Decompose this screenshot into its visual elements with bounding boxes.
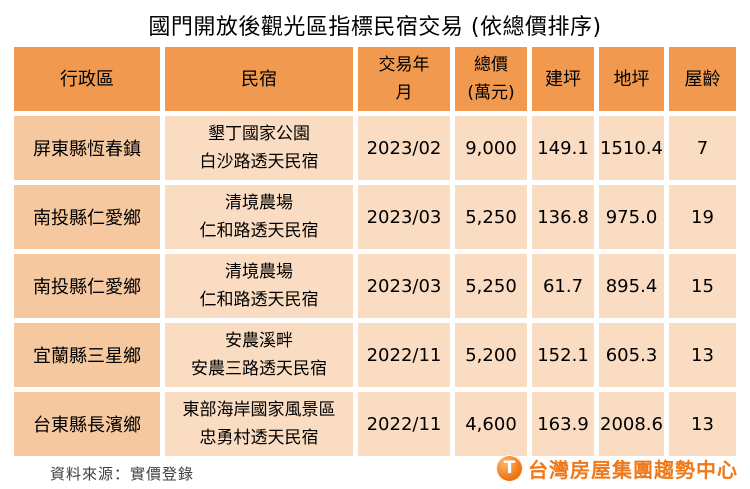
cell-date: 2022/11 bbox=[358, 323, 450, 387]
data-source-note: 資料來源：實價登錄 bbox=[50, 465, 195, 483]
cell-district: 台東縣長濱鄉 bbox=[14, 392, 160, 456]
cell-land-area: 975.0 bbox=[599, 185, 664, 249]
header-date: 交易年 月 bbox=[358, 47, 450, 111]
cell-building-area: 149.1 bbox=[532, 116, 594, 180]
cell-age: 19 bbox=[669, 185, 736, 249]
taiwan-housing-logo-icon: T bbox=[496, 454, 523, 482]
cell-district: 南投縣仁愛鄉 bbox=[14, 254, 160, 318]
cell-price: 9,000 bbox=[455, 116, 527, 180]
cell-price: 5,200 bbox=[455, 323, 527, 387]
cell-bnb-line1: 東部海岸國家風景區 bbox=[182, 400, 336, 420]
cell-building-area: 136.8 bbox=[532, 185, 594, 249]
cell-land-area: 605.3 bbox=[599, 323, 664, 387]
cell-bnb: 墾丁國家公園 白沙路透天民宿 bbox=[165, 116, 353, 180]
cell-bnb-line1: 墾丁國家公園 bbox=[208, 124, 310, 144]
cell-price: 5,250 bbox=[455, 254, 527, 318]
header-age-label: 屋齡 bbox=[684, 68, 721, 90]
cell-bnb-line2: 仁和路透天民宿 bbox=[199, 221, 319, 241]
cell-building-area: 152.1 bbox=[532, 323, 594, 387]
table-header-row: 行政區 民宿 交易年 月 總價 (萬元) 建坪 地坪 屋齡 bbox=[14, 47, 736, 111]
cell-bnb-line2: 仁和路透天民宿 bbox=[199, 290, 319, 310]
cell-district: 屏東縣恆春鎮 bbox=[14, 116, 160, 180]
cell-land-area: 895.4 bbox=[599, 254, 664, 318]
header-building-area: 建坪 bbox=[532, 47, 594, 111]
cell-date: 2023/02 bbox=[358, 116, 450, 180]
cell-date: 2022/11 bbox=[358, 392, 450, 456]
cell-age: 13 bbox=[669, 392, 736, 456]
cell-bnb-line1: 安農溪畔 bbox=[225, 331, 293, 351]
bnb-transactions-table: 行政區 民宿 交易年 月 總價 (萬元) 建坪 地坪 屋齡 屏東縣恆春鎮 墾丁國… bbox=[9, 42, 741, 461]
header-date-line1: 交易年 bbox=[378, 55, 430, 75]
cell-age: 7 bbox=[669, 116, 736, 180]
cell-age: 15 bbox=[669, 254, 736, 318]
header-building-label: 建坪 bbox=[545, 68, 581, 90]
header-price: 總價 (萬元) bbox=[455, 47, 527, 111]
cell-bnb: 東部海岸國家風景區 忠勇村透天民宿 bbox=[165, 392, 353, 456]
cell-date: 2023/03 bbox=[358, 254, 450, 318]
table-row: 南投縣仁愛鄉 清境農場 仁和路透天民宿 2023/03 5,250 136.8 … bbox=[14, 185, 736, 249]
header-bnb-label: 民宿 bbox=[241, 68, 277, 90]
cell-date: 2023/03 bbox=[358, 185, 450, 249]
cell-age: 13 bbox=[669, 323, 736, 387]
header-district-label: 行政區 bbox=[60, 68, 114, 90]
table-row: 宜蘭縣三星鄉 安農溪畔 安農三路透天民宿 2022/11 5,200 152.1… bbox=[14, 323, 736, 387]
header-price-line2: (萬元) bbox=[467, 83, 515, 103]
cell-bnb-line1: 清境農場 bbox=[225, 193, 293, 213]
cell-district: 南投縣仁愛鄉 bbox=[14, 185, 160, 249]
page-title: 國門開放後觀光區指標民宿交易 (依總價排序) bbox=[148, 15, 602, 40]
cell-land-area: 2008.6 bbox=[599, 392, 664, 456]
header-land-label: 地坪 bbox=[613, 68, 650, 90]
cell-district: 宜蘭縣三星鄉 bbox=[14, 323, 160, 387]
brand-logo: T 台灣房屋集團趨勢中心 bbox=[496, 452, 738, 484]
cell-bnb-line2: 白沙路透天民宿 bbox=[199, 152, 319, 172]
cell-bnb-line2: 忠勇村透天民宿 bbox=[199, 428, 319, 448]
table-row: 南投縣仁愛鄉 清境農場 仁和路透天民宿 2023/03 5,250 61.7 8… bbox=[14, 254, 736, 318]
header-land-area: 地坪 bbox=[599, 47, 664, 111]
header-district: 行政區 bbox=[14, 47, 160, 111]
cell-price: 5,250 bbox=[455, 185, 527, 249]
cell-land-area: 1510.4 bbox=[599, 116, 664, 180]
cell-price: 4,600 bbox=[455, 392, 527, 456]
table-row: 台東縣長濱鄉 東部海岸國家風景區 忠勇村透天民宿 2022/11 4,600 1… bbox=[14, 392, 736, 456]
cell-bnb-line1: 清境農場 bbox=[225, 262, 293, 282]
cell-bnb: 清境農場 仁和路透天民宿 bbox=[165, 254, 353, 318]
brand-logo-text: 台灣房屋集團趨勢中心 bbox=[528, 457, 738, 482]
header-bnb: 民宿 bbox=[165, 47, 353, 111]
header-age: 屋齡 bbox=[669, 47, 736, 111]
cell-bnb: 清境農場 仁和路透天民宿 bbox=[165, 185, 353, 249]
cell-bnb: 安農溪畔 安農三路透天民宿 bbox=[165, 323, 353, 387]
cell-building-area: 163.9 bbox=[532, 392, 594, 456]
cell-building-area: 61.7 bbox=[532, 254, 594, 318]
header-date-line2: 月 bbox=[395, 83, 413, 103]
table-row: 屏東縣恆春鎮 墾丁國家公園 白沙路透天民宿 2023/02 9,000 149.… bbox=[14, 116, 736, 180]
cell-bnb-line2: 安農三路透天民宿 bbox=[191, 359, 327, 379]
header-price-line1: 總價 bbox=[474, 55, 508, 75]
